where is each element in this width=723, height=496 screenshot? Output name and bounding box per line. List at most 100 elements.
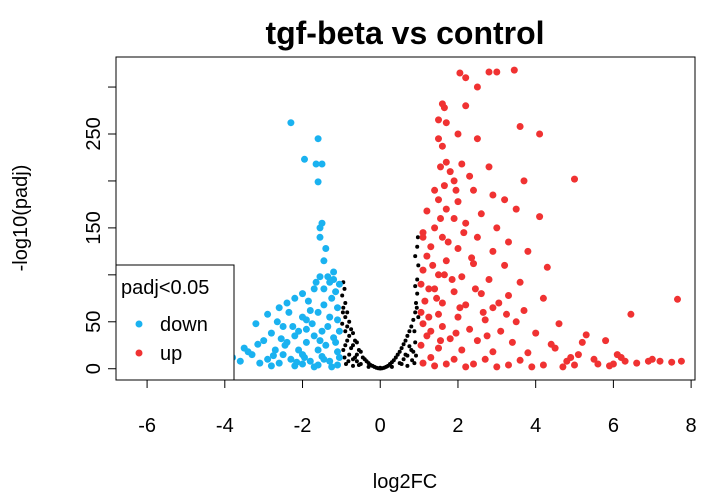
data-point-up: [578, 338, 586, 346]
data-point-up: [582, 331, 590, 339]
data-point-up: [656, 357, 664, 365]
data-point-up: [594, 360, 602, 368]
data-point-up: [450, 288, 458, 296]
data-point-down: [314, 135, 322, 143]
data-point-up: [466, 325, 474, 333]
legend: padj<0.05 down up: [115, 264, 235, 381]
data-point-up: [508, 338, 516, 346]
data-point-not-significant: [349, 346, 354, 351]
data-point-up: [501, 261, 509, 269]
data-point-up: [419, 266, 427, 274]
data-point-up: [442, 158, 450, 166]
data-point-up: [473, 233, 481, 241]
data-point-up: [419, 359, 427, 367]
data-point-down: [330, 268, 338, 276]
data-point-not-significant: [389, 364, 394, 369]
data-point-up: [454, 130, 462, 138]
data-point-up: [458, 346, 466, 354]
chart-title: tgf-beta vs control: [265, 15, 544, 51]
data-point-down: [324, 323, 332, 330]
data-point-down: [293, 358, 301, 366]
data-point-up: [470, 360, 477, 368]
data-point-up: [442, 205, 450, 213]
data-point-up: [516, 356, 524, 364]
data-point-up: [571, 361, 578, 369]
data-point-not-significant: [395, 352, 400, 357]
data-point-up: [574, 351, 582, 359]
data-point-up: [510, 66, 518, 74]
data-point-up: [489, 348, 497, 356]
data-point-down: [267, 362, 275, 370]
data-point-up: [437, 215, 444, 222]
data-point-not-significant: [344, 362, 348, 366]
data-point-up: [520, 177, 528, 185]
data-point-down: [269, 352, 277, 360]
data-point-up: [440, 104, 448, 112]
data-point-down: [304, 297, 312, 305]
data-point-up: [437, 163, 444, 171]
data-point-up: [627, 310, 635, 318]
data-point-up: [435, 271, 442, 279]
data-point-down: [334, 316, 341, 324]
data-point-down: [308, 320, 316, 328]
data-point-down: [275, 359, 283, 367]
data-point-up: [435, 310, 442, 318]
data-point-up: [609, 360, 617, 368]
data-point-up: [446, 168, 454, 176]
data-point-up: [648, 355, 656, 363]
data-point-not-significant: [358, 349, 363, 354]
data-point-down: [279, 323, 287, 330]
data-point-up: [462, 102, 470, 110]
data-point-down: [301, 155, 308, 163]
data-point-not-significant: [343, 301, 348, 305]
legend-marker-up: [135, 349, 143, 357]
data-point-down: [310, 363, 318, 371]
data-point-up: [543, 263, 551, 271]
data-point-up: [555, 320, 563, 328]
data-point-up: [477, 290, 485, 298]
data-point-up: [559, 363, 567, 371]
data-point-down: [302, 325, 310, 333]
data-point-up: [438, 299, 446, 307]
data-point-down: [244, 348, 252, 356]
data-point-down: [334, 348, 341, 356]
data-point-up: [423, 252, 431, 260]
data-point-up: [633, 359, 641, 367]
data-point-not-significant: [343, 343, 348, 348]
legend-label-up: up: [160, 343, 182, 365]
data-point-up: [485, 68, 493, 76]
data-point-not-significant: [345, 310, 350, 315]
y-tick-label: 250: [83, 117, 105, 150]
data-point-up: [497, 327, 505, 335]
x-tick-label: 8: [686, 415, 697, 437]
data-point-up: [462, 74, 470, 82]
data-point-up: [427, 354, 435, 361]
data-point-down: [306, 307, 314, 314]
data-point-down: [310, 332, 318, 340]
data-point-not-significant: [340, 321, 345, 326]
data-point-not-significant: [397, 349, 402, 354]
data-point-down: [320, 301, 328, 309]
data-point-up: [539, 361, 547, 369]
data-point-up: [450, 215, 458, 222]
data-point-down: [267, 329, 275, 337]
data-point-not-significant: [413, 284, 418, 289]
data-point-up: [489, 247, 497, 255]
data-point-not-significant: [413, 340, 418, 345]
data-point-up: [493, 68, 501, 76]
data-point-down: [264, 355, 272, 363]
data-point-up: [602, 337, 610, 345]
data-point-down: [314, 178, 322, 186]
data-point-not-significant: [401, 357, 406, 362]
data-point-not-significant: [354, 352, 359, 357]
data-point-not-significant: [416, 315, 421, 320]
data-point-up: [516, 278, 524, 286]
data-point-not-significant: [413, 310, 418, 315]
x-axis-title: log2FC: [373, 471, 437, 493]
data-point-not-significant: [410, 358, 415, 363]
data-point-down: [285, 308, 293, 316]
data-point-not-significant: [401, 342, 406, 347]
data-point-not-significant: [341, 348, 346, 352]
data-point-up: [454, 198, 462, 206]
